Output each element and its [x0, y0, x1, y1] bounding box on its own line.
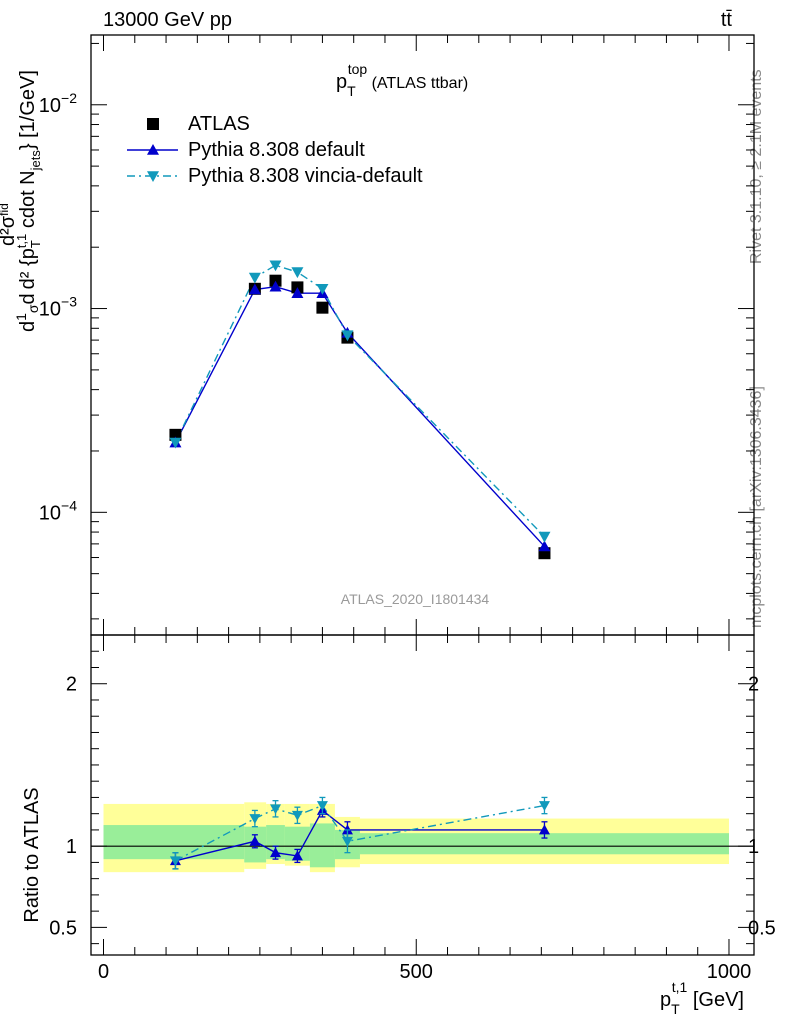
- axes: 10−2 10−3 10−4 2 2 1 1 0.5 0.5 0 500 1000: [39, 35, 776, 983]
- x-tick-label: 1000: [707, 961, 752, 983]
- ratio-point-2: [341, 836, 353, 847]
- ratio-y-tick-label-right: 1: [748, 836, 759, 858]
- analysis-watermark: ATLAS_2020_I1801434: [341, 591, 490, 607]
- ratio-y-tick-label-left: 0.5: [49, 917, 77, 939]
- main-line-2: [174, 264, 545, 538]
- header-left-title: 13000 GeV pp: [103, 9, 232, 31]
- main-point-2: [538, 531, 551, 543]
- main-y-axis-label: d1σdd² {pTt,1 cdot Njets} [1/GeV]: [13, 70, 43, 332]
- legend-marker-2: [147, 171, 159, 182]
- main-point-2: [248, 272, 261, 284]
- main-y-tick-label: 10−3: [39, 294, 77, 321]
- ratio-point-1: [538, 824, 550, 835]
- x-axis-label: pTt,1 [GeV]: [660, 979, 744, 1017]
- main-point-2: [269, 260, 282, 272]
- ratio-y-tick-label-left: 1: [66, 836, 77, 858]
- ratio-point-2: [169, 856, 181, 867]
- main-series: [169, 260, 551, 560]
- band-inner-6: [359, 833, 729, 855]
- ratio-point-1: [291, 850, 303, 861]
- main-point-1: [291, 287, 304, 298]
- main-line-1: [174, 285, 545, 547]
- legend: ATLAS Pythia 8.308 default Pythia 8.308 vi…: [127, 113, 423, 187]
- band-inner-0: [103, 825, 245, 860]
- main-point-0: [316, 301, 329, 314]
- ratio-panel-frame: [90, 634, 755, 956]
- ratio-point-2: [270, 804, 282, 815]
- legend-label-2: Pythia 8.308 vincia-default: [188, 165, 423, 187]
- band-inner-4: [309, 823, 335, 868]
- ratio-point-2: [538, 801, 550, 812]
- plot-title: pTtop (ATLAS ttbar): [336, 61, 468, 99]
- uncertainty-bands: [91, 802, 754, 873]
- ratio-point-1: [270, 847, 282, 858]
- main-y-axis-label-numerator: d²σfid: [0, 203, 19, 246]
- ratio-point-2: [316, 801, 328, 812]
- header-right-title: tt̄: [721, 9, 733, 31]
- ratio-point-1: [249, 835, 261, 846]
- main-point-2: [291, 267, 304, 279]
- ratio-series: [169, 796, 550, 870]
- main-point-0: [269, 274, 282, 287]
- ratio-y-axis-label: Ratio to ATLAS: [21, 787, 43, 922]
- main-point-2: [169, 437, 182, 449]
- main-y-tick-label: 10−4: [39, 497, 77, 524]
- legend-label-1: Pythia 8.308 default: [188, 139, 365, 161]
- x-tick-label: 500: [400, 961, 433, 983]
- main-point-1: [248, 283, 261, 295]
- ratio-point-2: [291, 810, 303, 821]
- main-point-1: [269, 280, 282, 292]
- main-point-1: [538, 540, 551, 552]
- legend-label-0: ATLAS: [188, 113, 250, 135]
- mcplots-text: mcplots.cern.ch [arXiv:1306.3436]: [748, 386, 765, 628]
- main-y-tick-label: 10−2: [39, 90, 77, 117]
- rivet-version-text: Rivet 3.1.10, ≥ 2.1M events: [748, 69, 765, 264]
- ratio-y-tick-label-right: 2: [748, 674, 759, 696]
- legend-marker-0: [147, 118, 159, 130]
- ratio-y-tick-label-left: 2: [66, 674, 77, 696]
- legend-marker-1: [147, 144, 159, 155]
- ratio-point-2: [249, 814, 261, 825]
- main-point-2: [341, 330, 354, 342]
- main-point-2: [316, 283, 329, 295]
- ratio-y-tick-label-right: 0.5: [748, 917, 776, 939]
- x-tick-label: 0: [98, 961, 109, 983]
